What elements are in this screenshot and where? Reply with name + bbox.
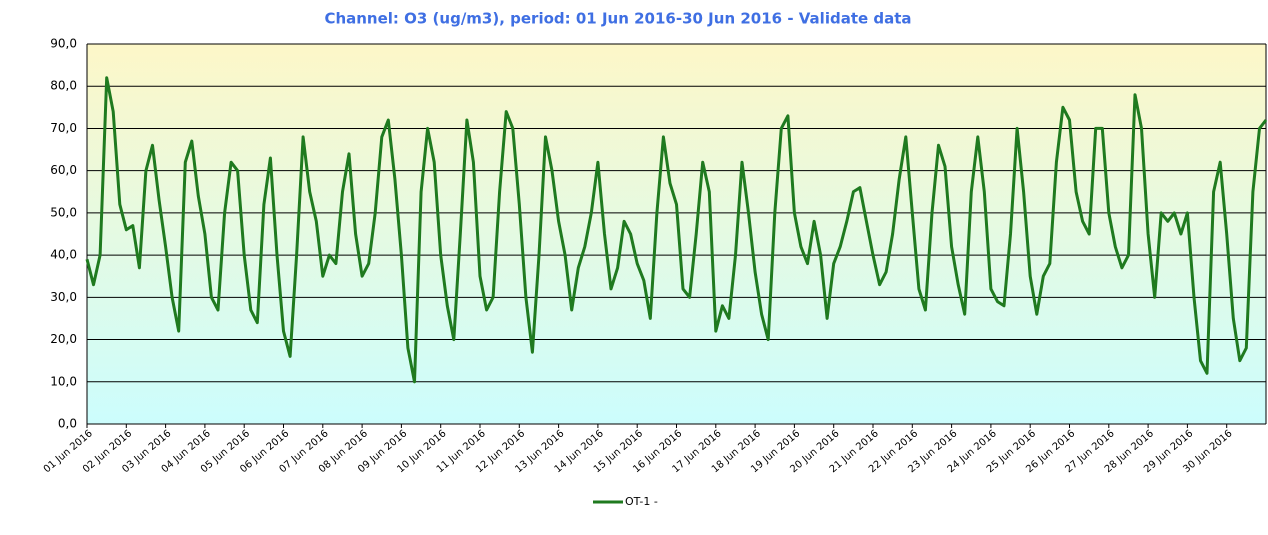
y-tick-label: 40,0 xyxy=(50,248,77,262)
y-tick-label: 30,0 xyxy=(50,290,77,304)
plot-background xyxy=(87,44,1266,424)
y-tick-label: 80,0 xyxy=(50,79,77,93)
chart-title: Channel: O3 (ug/m3), period: 01 Jun 2016… xyxy=(324,10,911,28)
y-tick-label: 0,0 xyxy=(58,417,77,431)
y-tick-label: 70,0 xyxy=(50,121,77,135)
y-tick-label: 90,0 xyxy=(50,37,77,51)
y-tick-label: 50,0 xyxy=(50,205,77,219)
y-tick-label: 60,0 xyxy=(50,163,77,177)
data-line xyxy=(85,76,1268,384)
y-tick-label: 20,0 xyxy=(50,332,77,346)
legend-label: OT-1 - xyxy=(625,495,658,508)
y-tick-label: 10,0 xyxy=(50,374,77,388)
